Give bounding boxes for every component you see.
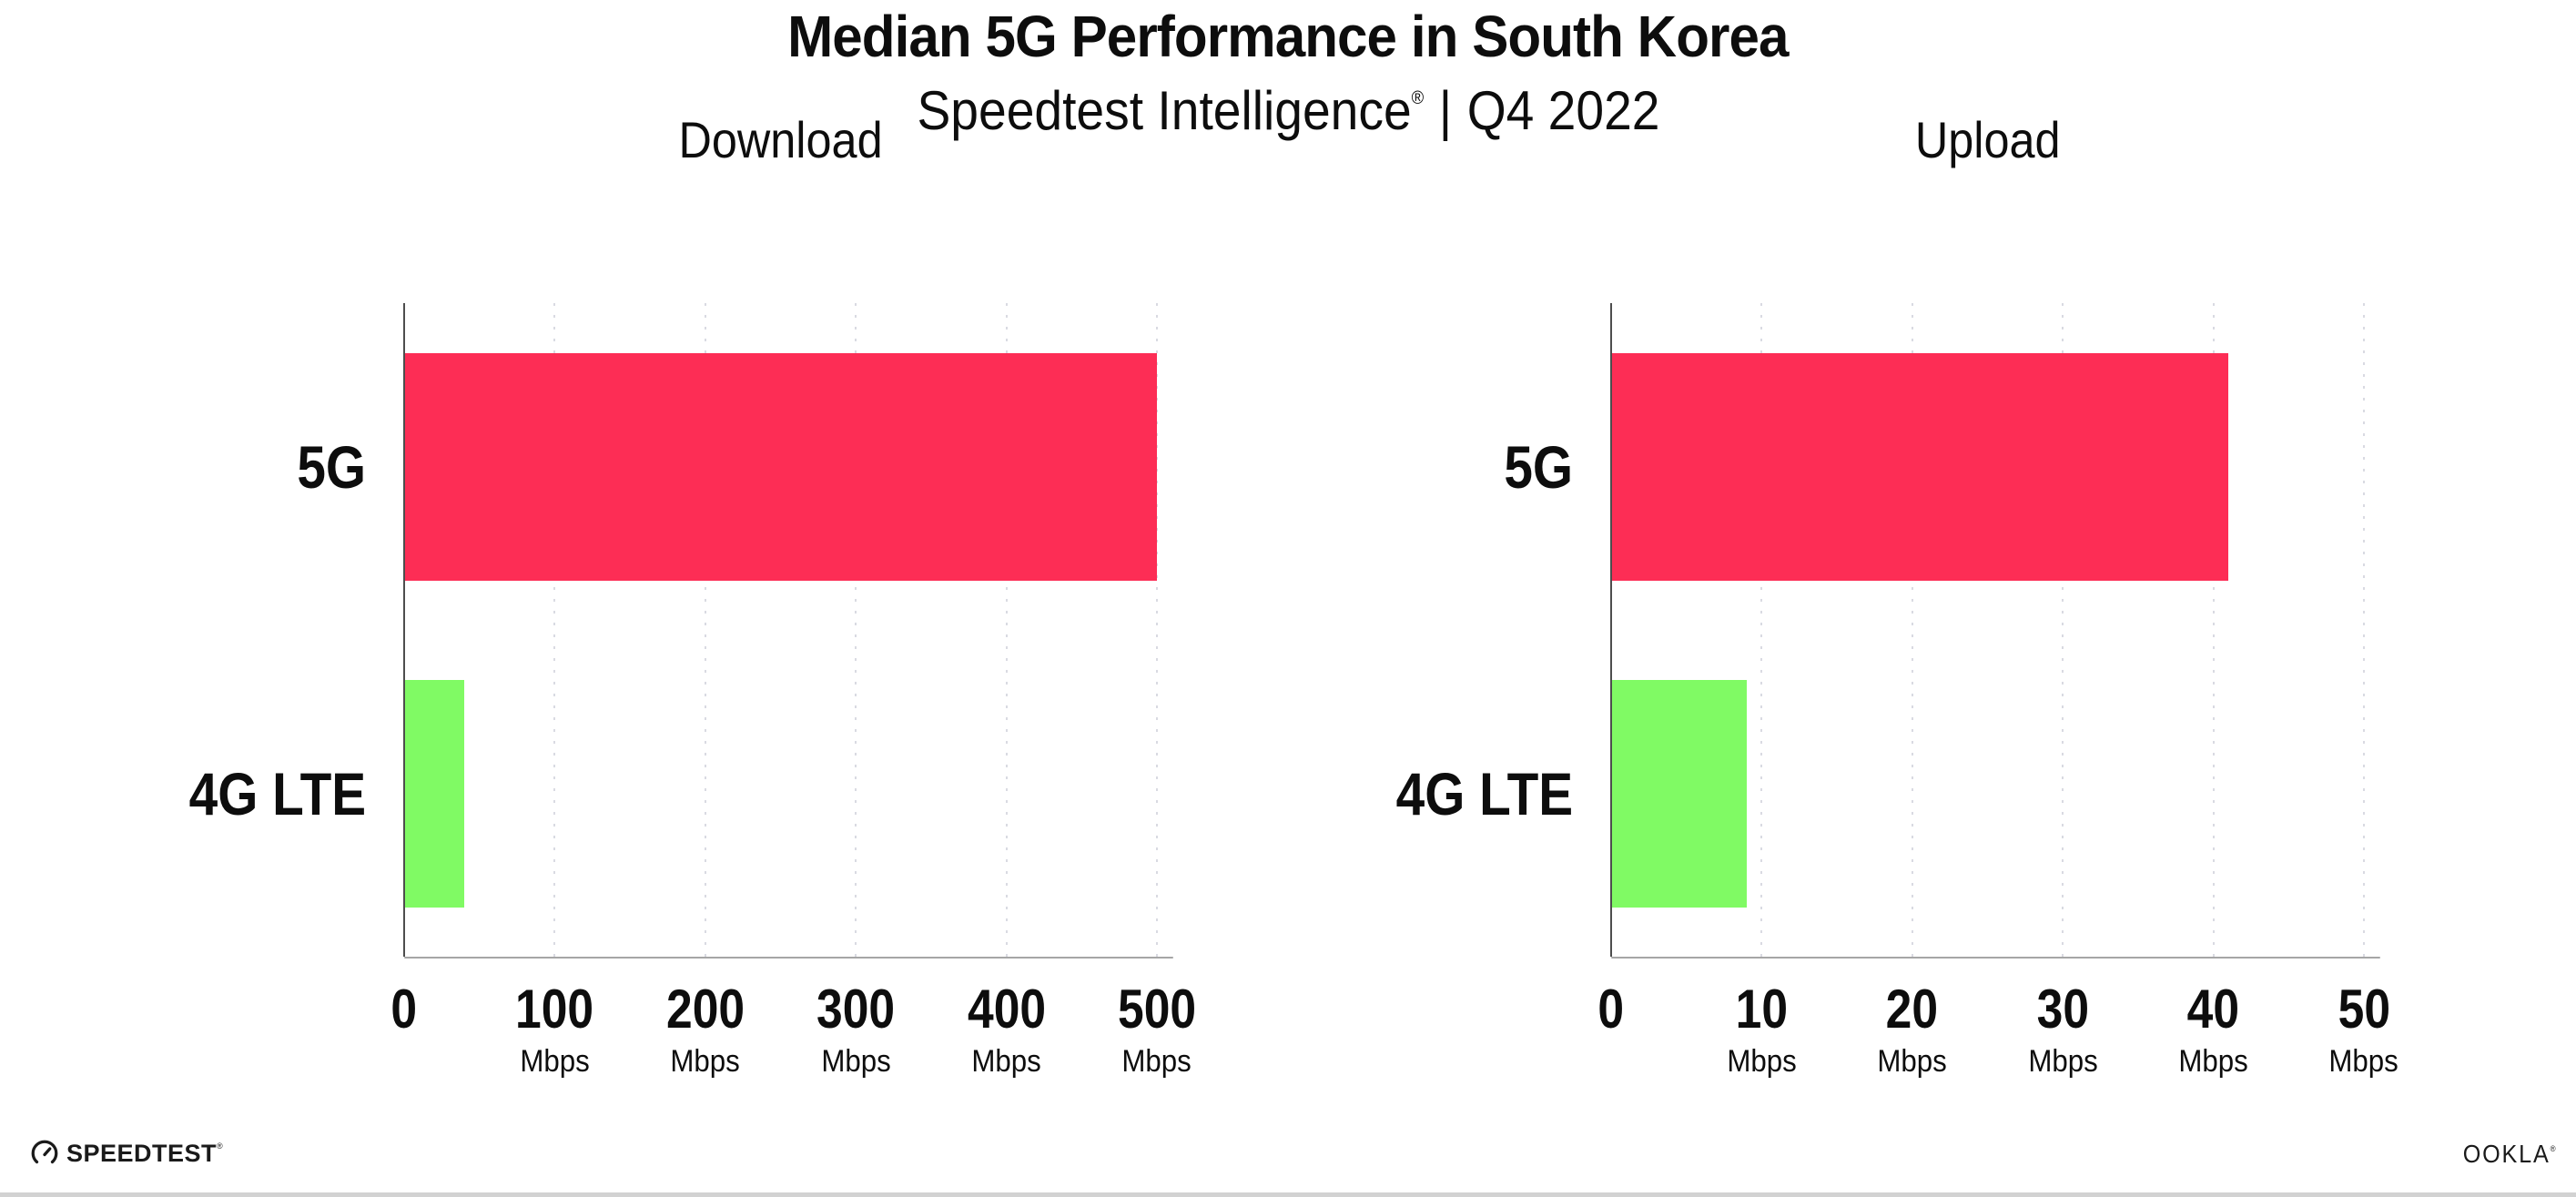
y-axis-download (403, 303, 405, 957)
tick-unit-text: Mbps (520, 1044, 590, 1079)
category-label-4g-lte: 4G LTE (0, 757, 366, 830)
bar-5g-upload (1611, 353, 2229, 581)
tick-unit-text: Mbps (2027, 1044, 2098, 1079)
gridline-50 (2363, 303, 2365, 957)
page-title: Median 5G Performance in South Korea (0, 4, 2576, 69)
x-axis-download (404, 957, 1173, 959)
category-label-text: 4G LTE (188, 759, 366, 827)
speedtest-gauge-icon (31, 1140, 58, 1164)
y-axis-upload (1610, 303, 1612, 957)
x-tick-unit-download-200: Mbps (614, 1045, 796, 1078)
chart-title-upload: Upload (1611, 113, 2364, 167)
subtitle-brand: Speedtest Intelligence (916, 80, 1412, 141)
tick-number: 500 (1117, 979, 1197, 1040)
subtitle-separator: | (1438, 80, 1452, 141)
x-tick-label-download-0: 0 (286, 981, 522, 1038)
gridline-30 (2062, 303, 2064, 957)
tick-unit-text: Mbps (1121, 1044, 1192, 1079)
gridline-300 (855, 303, 857, 957)
x-tick-label-download-100: 100 (436, 981, 673, 1038)
category-label-text: 5G (297, 432, 366, 501)
category-label-text: 4G LTE (1395, 759, 1573, 827)
x-tick-unit-upload-50: Mbps (2273, 1045, 2455, 1078)
x-tick-unit-upload-10: Mbps (1670, 1045, 1852, 1078)
tick-unit-text: Mbps (820, 1044, 891, 1079)
x-tick-label-download-500: 500 (1039, 981, 1275, 1038)
bottom-border-rule (0, 1192, 2576, 1197)
category-label-5g: 5G (0, 431, 366, 503)
x-tick-label-upload-20: 20 (1794, 981, 2031, 1038)
tick-number: 100 (515, 979, 594, 1040)
gridline-100 (553, 303, 556, 957)
gridline-20 (1911, 303, 1913, 957)
ookla-logo: OOKLA® (2458, 1140, 2558, 1169)
tick-number: 400 (967, 979, 1046, 1040)
category-label-5g: 5G (1182, 431, 1573, 503)
tick-number: 200 (665, 979, 745, 1040)
page-subtitle-text: Speedtest Intelligence® | Q4 2022 (917, 69, 1659, 140)
tick-unit-text: Mbps (1727, 1044, 1797, 1079)
gridline-500 (1156, 303, 1158, 957)
x-tick-unit-download-400: Mbps (916, 1045, 1098, 1078)
x-tick-label-upload-30: 30 (1944, 981, 2181, 1038)
tick-number: 0 (390, 979, 418, 1040)
bar-4g-lte-upload (1611, 680, 1747, 908)
x-tick-label-upload-0: 0 (1493, 981, 1729, 1038)
x-tick-unit-download-100: Mbps (463, 1045, 645, 1078)
tick-number: 30 (2036, 979, 2089, 1040)
gridline-10 (1760, 303, 1763, 957)
x-tick-label-download-300: 300 (737, 981, 974, 1038)
speedtest-logo: SPEEDTEST® (31, 1135, 223, 1172)
tick-number: 20 (1886, 979, 1939, 1040)
tick-unit-text: Mbps (971, 1044, 1041, 1079)
tick-number: 40 (2186, 979, 2240, 1040)
tick-number: 10 (1735, 979, 1789, 1040)
tick-number: 0 (1597, 979, 1625, 1040)
category-label-4g-lte: 4G LTE (1182, 757, 1573, 830)
x-tick-unit-upload-30: Mbps (1972, 1045, 2154, 1078)
x-tick-unit-upload-20: Mbps (1821, 1045, 2003, 1078)
gridline-40 (2212, 303, 2215, 957)
gridline-400 (1005, 303, 1008, 957)
registered-trademark-icon: ® (1411, 88, 1424, 108)
chart-title-text: Download (678, 111, 883, 168)
subtitle-period: Q4 2022 (1466, 80, 1659, 141)
bar-5g-download (404, 353, 1157, 581)
x-axis-upload (1611, 957, 2380, 959)
page-subtitle: Speedtest Intelligence® | Q4 2022 (0, 69, 2576, 140)
bar-4g-lte-download (404, 680, 465, 908)
x-tick-label-download-200: 200 (587, 981, 824, 1038)
category-label-text: 5G (1504, 432, 1573, 501)
tick-number: 50 (2338, 979, 2390, 1040)
gridline-200 (704, 303, 706, 957)
speedtest-registered-icon: ® (217, 1141, 224, 1151)
speedtest-logo-text: SPEEDTEST® (66, 1139, 224, 1167)
tick-unit-text: Mbps (670, 1044, 741, 1079)
tick-unit-text: Mbps (1877, 1044, 1948, 1079)
x-tick-unit-upload-40: Mbps (2123, 1045, 2305, 1078)
tick-unit-text: Mbps (2328, 1044, 2399, 1079)
chart-title-text: Upload (1914, 111, 2061, 168)
ookla-logo-text: OOKLA® (2462, 1140, 2558, 1168)
x-tick-unit-download-500: Mbps (1066, 1045, 1248, 1078)
x-tick-label-upload-40: 40 (2095, 981, 2332, 1038)
x-tick-label-upload-10: 10 (1643, 981, 1880, 1038)
x-tick-label-upload-50: 50 (2246, 981, 2482, 1038)
x-tick-label-download-400: 400 (888, 981, 1125, 1038)
tick-unit-text: Mbps (2178, 1044, 2248, 1079)
ookla-registered-icon: ® (2550, 1144, 2558, 1153)
chart-title-download: Download (404, 113, 1157, 167)
page-title-text: Median 5G Performance in South Korea (787, 4, 1789, 69)
x-tick-unit-download-300: Mbps (765, 1045, 947, 1078)
tick-number: 300 (816, 979, 896, 1040)
